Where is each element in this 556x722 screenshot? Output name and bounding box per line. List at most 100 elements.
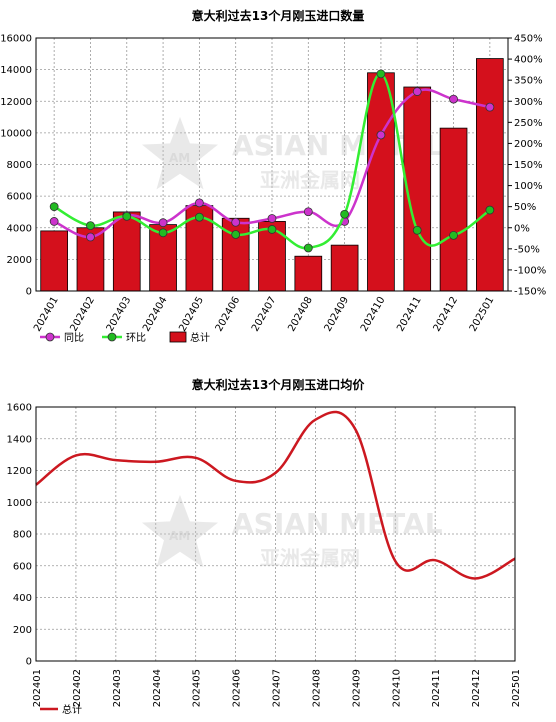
chart1-y-right-tick: 300%	[514, 97, 543, 108]
chart1-y-left-tick: 14000	[0, 65, 32, 76]
chart1-bar	[221, 217, 250, 292]
chart1-point-mom	[231, 230, 241, 239]
chart1-y-left-tick: 8000	[7, 160, 32, 171]
watermark-text-cn: 亚洲金属网	[260, 168, 360, 192]
chart1-legend-label: 同比	[64, 332, 84, 344]
chart1-y-right-tick: 100%	[514, 181, 543, 192]
chart1-point-yoy	[376, 130, 386, 140]
chart2-y-tick: 200	[13, 625, 32, 636]
chart1-y-right-tick: 0%	[514, 223, 530, 234]
chart1-y-left-tick: 0	[26, 287, 32, 298]
chart1-point-yoy	[86, 232, 95, 242]
chart1-y-right-tick: 450%	[514, 34, 543, 45]
chart2-x-tick: 202501	[511, 669, 522, 707]
chart2-y-tick: 600	[13, 561, 32, 572]
chart1-point-mom	[376, 69, 386, 79]
chart2-x-tick: 202407	[272, 669, 283, 707]
chart1-point-yoy	[485, 102, 495, 112]
chart1-y-left-tick: 4000	[7, 223, 32, 234]
chart1-legend-swatch	[169, 331, 187, 343]
watermark-star-icon	[142, 117, 218, 190]
chart2-x-tick: 202405	[192, 669, 203, 707]
chart1-y-left-tick: 16000	[0, 34, 32, 45]
chart1-x-tick: 202403	[105, 295, 134, 334]
chart1-point-yoy	[449, 94, 458, 104]
chart1-bar	[294, 255, 323, 292]
chart2-x-tick: 202403	[112, 669, 123, 707]
chart1-y-left-tick: 12000	[0, 97, 32, 108]
chart1-legend-label: 环比	[126, 332, 146, 344]
watermark: AM ASIAN METAL 亚洲金属网	[142, 495, 443, 570]
chart1-x-tick: 202404	[141, 295, 170, 334]
chart1-title: 意大利过去13个月刚玉进口数量	[192, 8, 365, 23]
chart1-point-yoy	[303, 207, 313, 217]
chart1-y-right-tick: 50%	[514, 202, 536, 213]
chart1-bar	[367, 72, 395, 292]
chart2-x-tick: 202406	[232, 669, 243, 707]
chart1-point-mom	[158, 228, 168, 238]
chart2-x-tick: 202401	[32, 669, 43, 707]
chart2-y-tick: 1000	[7, 498, 32, 509]
chart1-point-yoy	[231, 217, 241, 227]
chart2-x-tick: 202411	[431, 669, 442, 707]
chart1-y-right-tick: 150%	[514, 160, 543, 171]
chart1-point-mom	[86, 221, 95, 231]
chart1-x-tick: 202405	[177, 295, 206, 334]
chart1-bar	[112, 211, 141, 292]
chart2-legend-label: 总计	[62, 703, 82, 716]
chart2-y-tick: 0	[26, 657, 32, 668]
chart2-plot-frame	[35, 406, 516, 662]
chart1-x-tick: 202411	[395, 295, 424, 334]
chart1-y-right-tick: 400%	[514, 55, 543, 66]
chart1-x-tick: 202407	[250, 295, 279, 334]
chart1-y-right-tick: -100%	[514, 265, 546, 276]
watermark-badge: AM	[169, 529, 190, 543]
chart2-y-tick: 400	[13, 593, 32, 604]
chart1-point-mom	[267, 225, 277, 234]
chart1-bar	[330, 244, 359, 292]
chart2-x-tick: 202404	[152, 669, 163, 707]
watermark-text-en: ASIAN METAL	[232, 507, 443, 540]
chart2-x-tick: 202402	[72, 669, 83, 707]
chart1-x-tick: 202402	[68, 295, 97, 334]
chart1-y-right-tick: -50%	[514, 244, 540, 255]
chart1-x-tick: 202408	[286, 295, 315, 334]
chart1-bar	[476, 58, 504, 292]
chart1-y-left-tick: 2000	[7, 255, 32, 266]
chart2-y-tick: 1400	[7, 434, 32, 445]
chart1-legend-marker	[107, 332, 117, 342]
chart1-x-tick: 202406	[214, 295, 243, 334]
chart1-plot-frame	[35, 37, 509, 292]
chart1-y-right-tick: 350%	[514, 76, 543, 87]
chart1-point-mom	[412, 225, 422, 235]
chart1-point-mom	[194, 212, 204, 222]
chart1-y-left-tick: 10000	[0, 128, 32, 139]
chart1-legend-marker	[45, 332, 55, 342]
chart2-x-tick: 202409	[351, 669, 362, 707]
chart2-line-total	[35, 410, 516, 580]
chart1-y-right-tick: 250%	[514, 118, 543, 129]
watermark-badge: AM	[169, 151, 190, 165]
watermark-text-cn: 亚洲金属网	[260, 546, 360, 570]
chart1-point-mom	[122, 211, 132, 221]
chart2-x-tick: 202412	[471, 669, 482, 707]
chart1-x-tick: 202501	[468, 295, 497, 334]
chart1-point-mom	[49, 202, 59, 212]
chart2-title: 意大利过去13个月刚玉进口均价	[192, 377, 366, 392]
chart1-y-right-tick: 200%	[514, 139, 543, 150]
chart1-point-yoy	[49, 217, 59, 226]
chart2-y-tick: 1600	[7, 403, 32, 414]
chart2-x-tick: 202408	[311, 669, 322, 707]
chart1-point-mom	[303, 243, 313, 253]
chart1-x-tick: 202401	[32, 295, 61, 334]
watermark-star-icon	[142, 495, 218, 568]
chart2-y-tick: 1200	[7, 466, 32, 477]
chart1-point-yoy	[158, 218, 168, 228]
chart1-point-yoy	[412, 87, 422, 96]
chart1-point-yoy	[194, 198, 204, 208]
chart1-point-mom	[449, 230, 458, 240]
chart1-x-tick: 202410	[359, 295, 388, 334]
chart2-x-tick: 202410	[391, 669, 402, 707]
